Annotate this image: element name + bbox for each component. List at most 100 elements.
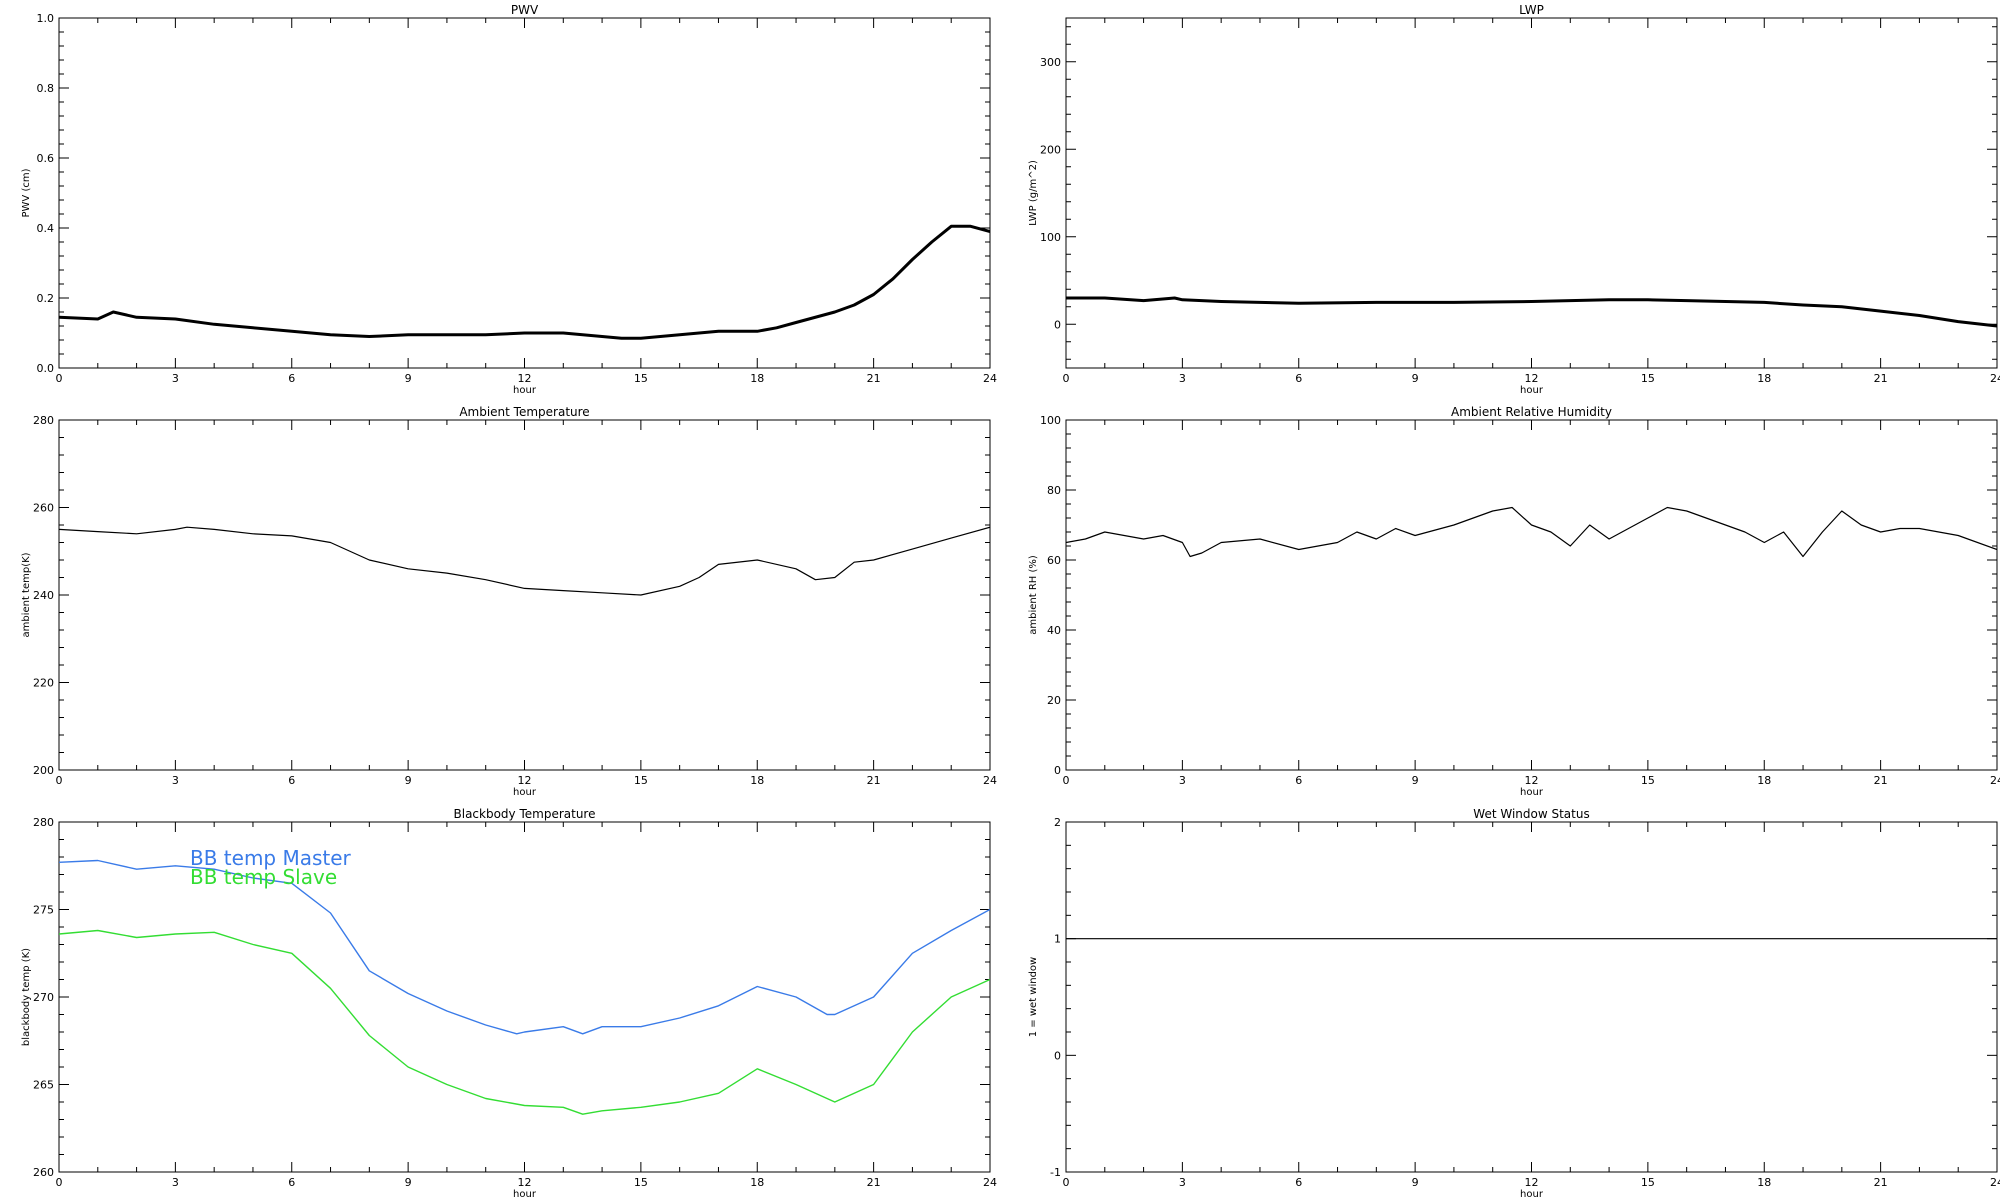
- x-tick-label: 6: [288, 1176, 295, 1189]
- x-axis-label: hour: [1520, 1189, 1544, 1200]
- x-tick-label: 0: [56, 774, 63, 787]
- x-tick-label: 15: [1641, 1176, 1655, 1189]
- y-tick-label: 60: [1047, 554, 1061, 567]
- plot-frame: [1065, 821, 1998, 1173]
- y-tick-label: 265: [33, 1079, 54, 1092]
- x-axis-label: hour: [513, 385, 537, 396]
- y-tick-label: 260: [33, 1166, 54, 1179]
- x-tick-label: 12: [1525, 774, 1539, 787]
- x-tick-label: 18: [750, 1176, 764, 1189]
- y-tick-label: 1: [1054, 933, 1061, 946]
- y-axis-label: ambient RH (%): [1028, 555, 1039, 635]
- y-axis-label: 1 = wet window: [1028, 957, 1039, 1037]
- y-tick-label: 240: [33, 589, 54, 602]
- ambient-temp-series-line-0: [59, 526, 990, 596]
- y-tick-label: 0.0: [37, 362, 55, 375]
- ambient-temp-panel: Ambient Temperature 0 3 6 9 12 15 18 21 24 hour 200…: [21, 405, 997, 798]
- x-tick-label: 6: [288, 774, 295, 787]
- y-tick-label: 275: [33, 904, 54, 917]
- x-tick-label: 9: [1412, 372, 1419, 385]
- x-tick-label: 6: [1295, 774, 1302, 787]
- y-tick-label: 0.4: [37, 222, 55, 235]
- x-tick-label: 12: [518, 372, 532, 385]
- bb-temp-series-line-1: [59, 929, 990, 1115]
- y-tick-label: 2: [1054, 816, 1061, 829]
- y-tick-label: 270: [33, 991, 54, 1004]
- x-tick-label: 18: [750, 774, 764, 787]
- y-tick-label: 0.2: [37, 292, 55, 305]
- y-tick-label: 0: [1054, 1049, 1061, 1062]
- x-tick-label: 21: [867, 1176, 881, 1189]
- x-tick-label: 9: [1412, 1176, 1419, 1189]
- chart-title: LWP: [1519, 3, 1544, 17]
- chart-title: Wet Window Status: [1473, 807, 1589, 821]
- legend-entry: BB temp Slave: [190, 865, 337, 889]
- chart-title: Ambient Temperature: [459, 405, 589, 419]
- x-tick-label: 0: [1063, 372, 1070, 385]
- x-tick-label: 9: [405, 372, 412, 385]
- y-tick-label: 280: [33, 816, 54, 829]
- x-tick-label: 15: [1641, 774, 1655, 787]
- x-tick-label: 15: [634, 1176, 648, 1189]
- x-tick-label: 21: [1874, 1176, 1888, 1189]
- y-axis-label: blackbody temp (K): [21, 948, 32, 1046]
- x-tick-label: 6: [288, 372, 295, 385]
- y-axis-label: ambient temp(K): [21, 552, 32, 637]
- x-tick-label: 0: [1063, 774, 1070, 787]
- chart-title: Blackbody Temperature: [454, 807, 596, 821]
- x-tick-label: 6: [1295, 1176, 1302, 1189]
- x-tick-label: 15: [1641, 372, 1655, 385]
- x-tick-label: 15: [634, 774, 648, 787]
- x-tick-label: 21: [867, 372, 881, 385]
- bb-temp-series-line-0: [59, 859, 990, 1035]
- y-tick-label: 220: [33, 677, 54, 690]
- x-tick-label: 3: [172, 774, 179, 787]
- y-tick-label: 280: [33, 414, 54, 427]
- x-axis-label: hour: [513, 787, 537, 798]
- y-tick-label: 200: [33, 764, 54, 777]
- lwp-series-line-0: [1066, 296, 1997, 328]
- wet-window-panel: Wet Window Status03691215182124hour-1012…: [1028, 807, 2000, 1200]
- y-tick-label: 80: [1047, 484, 1061, 497]
- y-tick-label: 0: [1054, 764, 1061, 777]
- chart-title: Ambient Relative Humidity: [1451, 405, 1612, 419]
- x-tick-label: 6: [1295, 372, 1302, 385]
- x-axis-label: hour: [513, 1189, 537, 1200]
- y-axis-label: PWV (cm): [21, 168, 32, 217]
- x-tick-label: 24: [983, 1176, 997, 1189]
- y-tick-label: 100: [1040, 231, 1061, 244]
- x-tick-label: 0: [1063, 1176, 1070, 1189]
- x-tick-label: 0: [56, 372, 63, 385]
- y-tick-label: 260: [33, 502, 54, 515]
- lwp-panel: LWP 0 3 6 9 12 15 18 21 24 hour 0 100 200 300 LWP (g/m^…: [1028, 3, 2000, 396]
- y-tick-label: 0.8: [37, 82, 55, 95]
- x-tick-label: 21: [1874, 774, 1888, 787]
- y-tick-label: 200: [1040, 143, 1061, 156]
- x-tick-label: 24: [983, 372, 997, 385]
- x-tick-label: 9: [405, 1176, 412, 1189]
- x-tick-label: 3: [172, 1176, 179, 1189]
- x-axis-label: hour: [1520, 787, 1544, 798]
- x-tick-label: 3: [1179, 774, 1186, 787]
- x-tick-label: 3: [172, 372, 179, 385]
- bb-temp-panel: Blackbody Temperature 0 3 6 9 12 15 18 21 24 hour 2…: [21, 807, 997, 1200]
- x-tick-label: 12: [518, 1176, 532, 1189]
- y-tick-label: 100: [1040, 414, 1061, 427]
- pwv-panel: PWV 0 3 6 9 12 15 18 21 24 hour 0.0 0.2 0.4 0.6 0.8 1.0 P…: [21, 3, 997, 396]
- plot-frame: [58, 419, 991, 771]
- x-tick-label: 24: [1990, 372, 2000, 385]
- x-tick-label: 24: [1990, 774, 2000, 787]
- x-tick-label: 18: [750, 372, 764, 385]
- x-tick-label: 9: [1412, 774, 1419, 787]
- plot-frame: [1065, 419, 1998, 771]
- ambient-rh-panel: Ambient Relative Humidity 0 3 6 9 12 15 18 21 24 h…: [1028, 405, 2000, 798]
- y-tick-label: 0: [1054, 318, 1061, 331]
- y-tick-label: -1: [1050, 1166, 1061, 1179]
- plot-frame: [1065, 17, 1998, 369]
- x-tick-label: 12: [518, 774, 532, 787]
- x-tick-label: 0: [56, 1176, 63, 1189]
- y-axis-label: LWP (g/m^2): [1028, 160, 1039, 226]
- x-axis-label: hour: [1520, 385, 1544, 396]
- plot-frame: [58, 17, 991, 369]
